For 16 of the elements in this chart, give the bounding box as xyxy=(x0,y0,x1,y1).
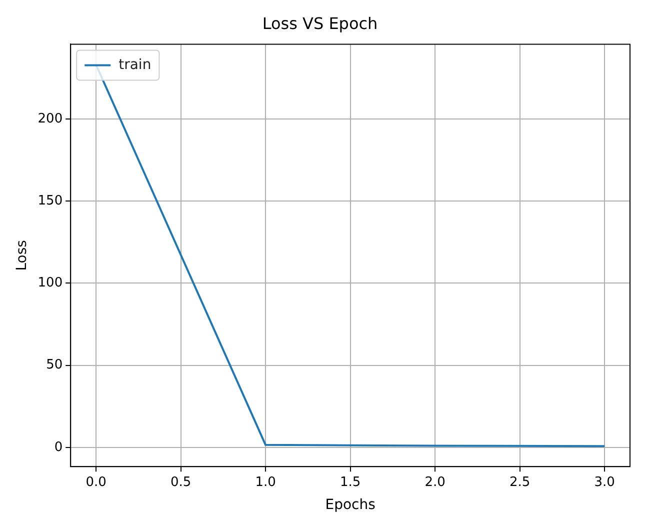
x-tick-label: 0.0 xyxy=(86,474,106,490)
x-tick-label: 1.5 xyxy=(340,474,361,490)
y-tick-label: 200 xyxy=(38,111,63,126)
y-tick-label: 50 xyxy=(46,358,63,373)
y-tick-label: 0 xyxy=(54,440,63,455)
x-tick-label: 1.0 xyxy=(255,474,276,490)
x-tick-label: 2.0 xyxy=(424,474,446,490)
y-tick-label: 100 xyxy=(38,276,63,291)
x-tick-label: 3.0 xyxy=(594,474,615,490)
x-tick-label: 0.5 xyxy=(170,474,192,490)
y-axis-title: Loss xyxy=(14,240,30,271)
x-tick-label: 2.5 xyxy=(509,474,530,490)
y-tick-label: 150 xyxy=(38,193,63,208)
chart-title: Loss VS Epoch xyxy=(262,14,378,33)
x-axis-title: Epochs xyxy=(325,497,376,514)
legend-label: train xyxy=(118,56,152,73)
